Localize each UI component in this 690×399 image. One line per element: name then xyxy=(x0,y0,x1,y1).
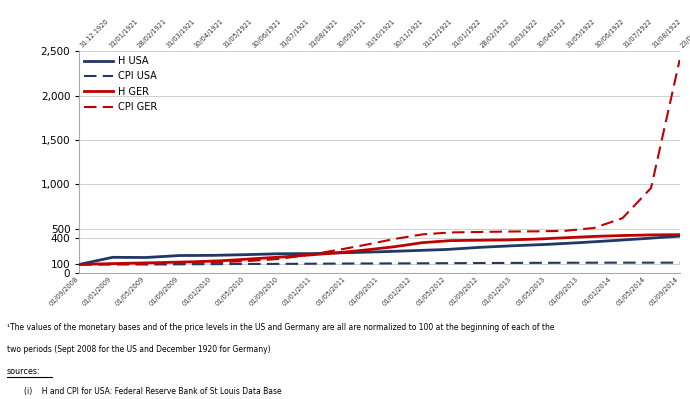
Text: 01/09/2013: 01/09/2013 xyxy=(549,276,580,307)
Text: 01/09/2011: 01/09/2011 xyxy=(348,276,380,307)
Text: 30/04/1921: 30/04/1921 xyxy=(194,18,225,49)
Text: 31/07/1921: 31/07/1921 xyxy=(279,18,311,49)
Text: 01/01/2013: 01/01/2013 xyxy=(482,276,513,307)
Text: 31/12/1921: 31/12/1921 xyxy=(422,18,453,49)
Text: sources:: sources: xyxy=(7,367,41,376)
Legend: H USA, CPI USA, H GER, CPI GER: H USA, CPI USA, H GER, CPI GER xyxy=(84,56,157,112)
Text: 30/06/1921: 30/06/1921 xyxy=(251,18,282,49)
Text: ¹The values of the monetary bases and of the price levels in the US and Germany : ¹The values of the monetary bases and of… xyxy=(7,323,554,332)
Text: 01/09/2009: 01/09/2009 xyxy=(148,276,179,307)
Text: 31/01/1921: 31/01/1921 xyxy=(108,18,139,49)
Text: 28/02/1922: 28/02/1922 xyxy=(480,18,511,49)
Text: 01/01/2014: 01/01/2014 xyxy=(582,276,613,307)
Text: 01/01/2010: 01/01/2010 xyxy=(181,276,213,307)
Text: 01/01/2012: 01/01/2012 xyxy=(382,276,413,307)
Text: 01/01/2009: 01/01/2009 xyxy=(81,276,112,307)
Text: 31/08/1922: 31/08/1922 xyxy=(651,18,682,49)
Text: 31/10/1921: 31/10/1921 xyxy=(365,18,396,49)
Text: 31.12.1920: 31.12.1920 xyxy=(79,18,110,49)
Text: two periods (Sept 2008 for the US and December 1920 for Germany): two periods (Sept 2008 for the US and De… xyxy=(7,345,270,354)
Text: 23/09/1922: 23/09/1922 xyxy=(680,18,690,49)
Text: 01/01/2011: 01/01/2011 xyxy=(282,276,313,307)
Text: 01/05/2011: 01/05/2011 xyxy=(315,276,346,307)
Text: 01/05/2009: 01/05/2009 xyxy=(115,276,146,307)
Text: 31/05/1921: 31/05/1921 xyxy=(222,18,253,49)
Text: 31/03/1921: 31/03/1921 xyxy=(165,18,196,49)
Text: 01/05/2014: 01/05/2014 xyxy=(615,276,647,307)
Text: 31/05/1922: 31/05/1922 xyxy=(565,18,596,49)
Text: 01/05/2010: 01/05/2010 xyxy=(215,276,246,307)
Text: 31/08/1921: 31/08/1921 xyxy=(308,18,339,49)
Text: 30/09/1921: 30/09/1921 xyxy=(337,18,368,49)
Text: (i)    H and CPI for USA: Federal Reserve Bank of St Louis Data Base: (i) H and CPI for USA: Federal Reserve B… xyxy=(24,387,282,396)
Text: 31/07/1922: 31/07/1922 xyxy=(622,18,653,49)
Text: 01/09/2008: 01/09/2008 xyxy=(48,276,79,307)
Text: 01/09/2014: 01/09/2014 xyxy=(649,276,680,307)
Text: 30/06/1922: 30/06/1922 xyxy=(594,18,625,49)
Text: 01/05/2013: 01/05/2013 xyxy=(515,276,546,307)
Text: 01/09/2012: 01/09/2012 xyxy=(448,276,480,307)
Text: 31/03/1922: 31/03/1922 xyxy=(508,18,539,49)
Text: 30/11/1921: 30/11/1921 xyxy=(394,18,425,49)
Text: 30/04/1922: 30/04/1922 xyxy=(537,18,568,49)
Text: 01/05/2012: 01/05/2012 xyxy=(415,276,446,307)
Text: 28/02/1921: 28/02/1921 xyxy=(137,18,168,49)
Text: 01/09/2010: 01/09/2010 xyxy=(248,276,279,307)
Text: 31/01/1922: 31/01/1922 xyxy=(451,18,482,49)
